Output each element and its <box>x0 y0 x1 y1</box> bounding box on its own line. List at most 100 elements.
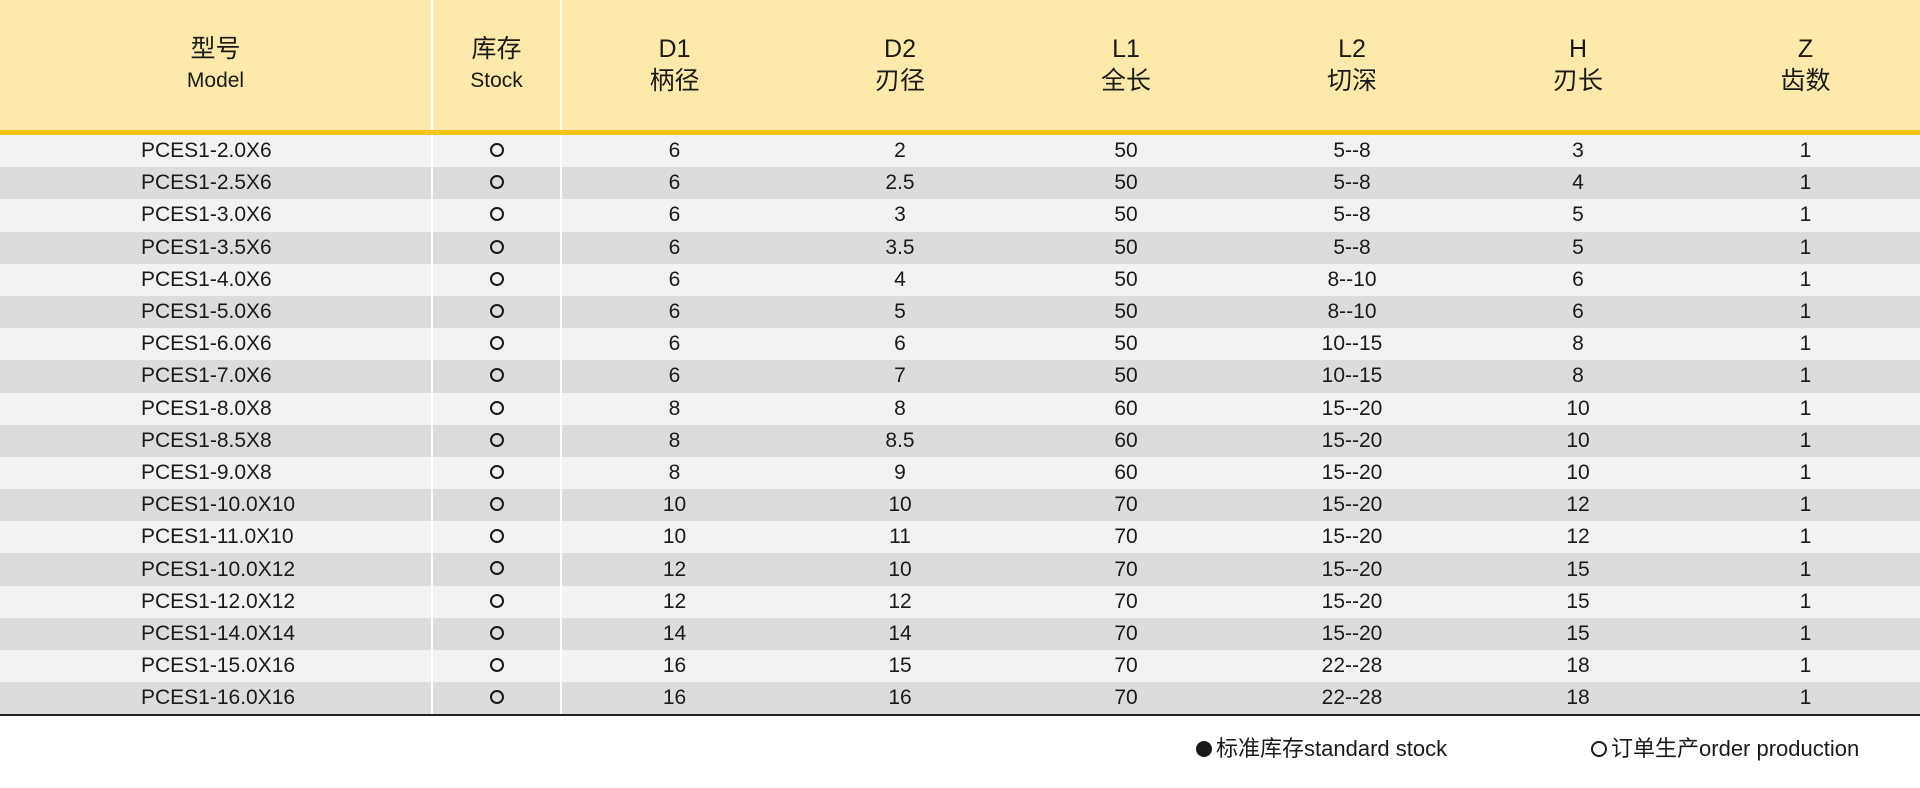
cell-z: 1 <box>1691 424 1920 457</box>
header-row: 型号 Model 库存 Stock D1 柄径 D2 刃径 L1 全长 L2 切… <box>0 0 1920 135</box>
cell-h: 6 <box>1465 295 1691 329</box>
cell-d1: 8 <box>561 392 787 425</box>
hollow-circle-icon <box>489 175 504 190</box>
cell-h: 8 <box>1465 360 1691 393</box>
legend-order-zh: 订单生产 <box>1611 736 1700 761</box>
table-row: PCES1-10.0X12 12 10 70 15--20 15 1 <box>0 553 1920 586</box>
cell-d1: 6 <box>561 199 787 232</box>
cell-z: 1 <box>1691 521 1920 554</box>
table-row: PCES1-4.0X6 6 4 50 8--10 6 1 <box>0 263 1920 296</box>
cell-d2: 3.5 <box>787 231 1013 264</box>
cell-model: PCES1-6.0X6 <box>0 328 432 361</box>
header-h: H 刃长 <box>1465 0 1691 135</box>
cell-l2: 5--8 <box>1239 199 1465 232</box>
cell-l2: 8--10 <box>1239 263 1465 296</box>
hollow-circle-icon <box>489 400 504 415</box>
hollow-circle-icon <box>489 432 504 447</box>
header-h-code: H <box>1568 35 1588 63</box>
cell-z: 1 <box>1691 231 1920 264</box>
cell-z: 1 <box>1691 489 1920 522</box>
cell-stock <box>431 199 562 232</box>
header-model: 型号 Model <box>0 0 432 135</box>
table-row: PCES1-8.0X8 8 8 60 15--20 10 1 <box>0 392 1920 425</box>
cell-stock <box>431 392 562 425</box>
cell-model: PCES1-2.5X6 <box>0 167 432 200</box>
header-d1-zh: 柄径 <box>649 67 700 95</box>
cell-model: PCES1-14.0X14 <box>0 617 432 650</box>
header-l2-zh: 切深 <box>1326 67 1377 95</box>
hollow-circle-icon <box>489 207 504 222</box>
table-row: PCES1-15.0X16 16 15 70 22--28 18 1 <box>0 650 1920 683</box>
cell-stock <box>431 585 562 618</box>
cell-d2: 11 <box>787 521 1013 554</box>
hollow-circle-icon <box>489 561 504 576</box>
cell-z: 1 <box>1691 360 1920 393</box>
cell-model: PCES1-15.0X16 <box>0 650 432 683</box>
cell-h: 3 <box>1465 132 1691 168</box>
cell-h: 18 <box>1465 682 1691 717</box>
header-d1-code: D1 <box>658 35 691 63</box>
filled-circle-icon <box>1196 741 1212 757</box>
cell-l2: 15--20 <box>1239 392 1465 425</box>
cell-d2: 2.5 <box>787 167 1013 200</box>
cell-h: 15 <box>1465 553 1691 586</box>
cell-h: 5 <box>1465 231 1691 264</box>
header-z: Z 齿数 <box>1691 0 1920 135</box>
cell-z: 1 <box>1691 553 1920 586</box>
cell-l1: 60 <box>1013 456 1239 490</box>
legend-standard-zh: 标准库存 <box>1216 736 1305 761</box>
spec-table: 型号 Model 库存 Stock D1 柄径 D2 刃径 L1 全长 L2 切… <box>0 0 1920 717</box>
cell-d2: 16 <box>787 682 1013 717</box>
cell-stock <box>431 132 562 168</box>
cell-h: 12 <box>1465 521 1691 554</box>
hollow-circle-icon <box>489 271 504 286</box>
cell-l1: 60 <box>1013 424 1239 457</box>
table-row: PCES1-10.0X10 10 10 70 15--20 12 1 <box>0 489 1920 522</box>
table-row: PCES1-12.0X12 12 12 70 15--20 15 1 <box>0 585 1920 618</box>
cell-h: 10 <box>1465 456 1691 490</box>
cell-d2: 10 <box>787 553 1013 586</box>
cell-stock <box>431 167 562 200</box>
cell-l2: 15--20 <box>1239 585 1465 618</box>
cell-model: PCES1-10.0X12 <box>0 553 432 586</box>
cell-d2: 8 <box>787 392 1013 425</box>
header-z-code: Z <box>1797 35 1814 63</box>
hollow-circle-icon <box>489 464 504 479</box>
header-d2: D2 刃径 <box>787 0 1013 135</box>
hollow-circle-icon <box>489 368 504 383</box>
cell-l1: 70 <box>1013 521 1239 554</box>
cell-d2: 8.5 <box>787 424 1013 457</box>
cell-stock <box>431 617 562 650</box>
cell-z: 1 <box>1691 167 1920 200</box>
cell-l1: 50 <box>1013 295 1239 329</box>
cell-model: PCES1-2.0X6 <box>0 132 432 168</box>
cell-l1: 50 <box>1013 360 1239 393</box>
cell-l1: 50 <box>1013 167 1239 200</box>
table-row: PCES1-7.0X6 6 7 50 10--15 8 1 <box>0 360 1920 393</box>
cell-z: 1 <box>1691 682 1920 717</box>
cell-l2: 5--8 <box>1239 167 1465 200</box>
cell-h: 18 <box>1465 650 1691 683</box>
cell-model: PCES1-16.0X16 <box>0 682 432 717</box>
cell-l2: 15--20 <box>1239 553 1465 586</box>
hollow-circle-icon <box>489 593 504 608</box>
header-l2-code: L2 <box>1338 35 1366 63</box>
cell-l2: 5--8 <box>1239 132 1465 168</box>
table-row: PCES1-8.5X8 8 8.5 60 15--20 10 1 <box>0 424 1920 457</box>
header-h-zh: 刃长 <box>1552 67 1603 95</box>
legend-standard-en: standard stock <box>1304 736 1448 761</box>
table-row: PCES1-11.0X10 10 11 70 15--20 12 1 <box>0 521 1920 554</box>
cell-h: 5 <box>1465 199 1691 232</box>
hollow-circle-icon <box>489 529 504 544</box>
cell-stock <box>431 263 562 296</box>
cell-d2: 2 <box>787 132 1013 168</box>
hollow-circle-icon <box>489 239 504 254</box>
hollow-circle-icon <box>489 336 504 351</box>
cell-l2: 15--20 <box>1239 521 1465 554</box>
cell-d1: 8 <box>561 424 787 457</box>
cell-h: 4 <box>1465 167 1691 200</box>
cell-stock <box>431 424 562 457</box>
header-model-en: Model <box>186 69 245 92</box>
cell-d1: 6 <box>561 328 787 361</box>
cell-d2: 5 <box>787 295 1013 329</box>
